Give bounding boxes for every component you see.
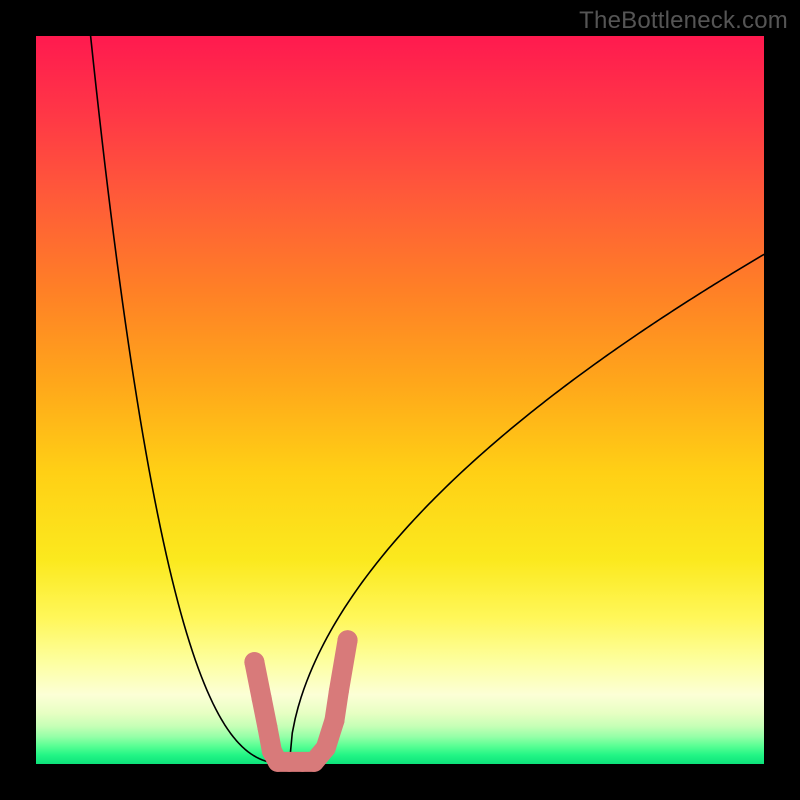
sample-markers (0, 0, 800, 800)
watermark-text: TheBottleneck.com (579, 7, 788, 35)
chart-stage: TheBottleneck.com (0, 0, 800, 800)
